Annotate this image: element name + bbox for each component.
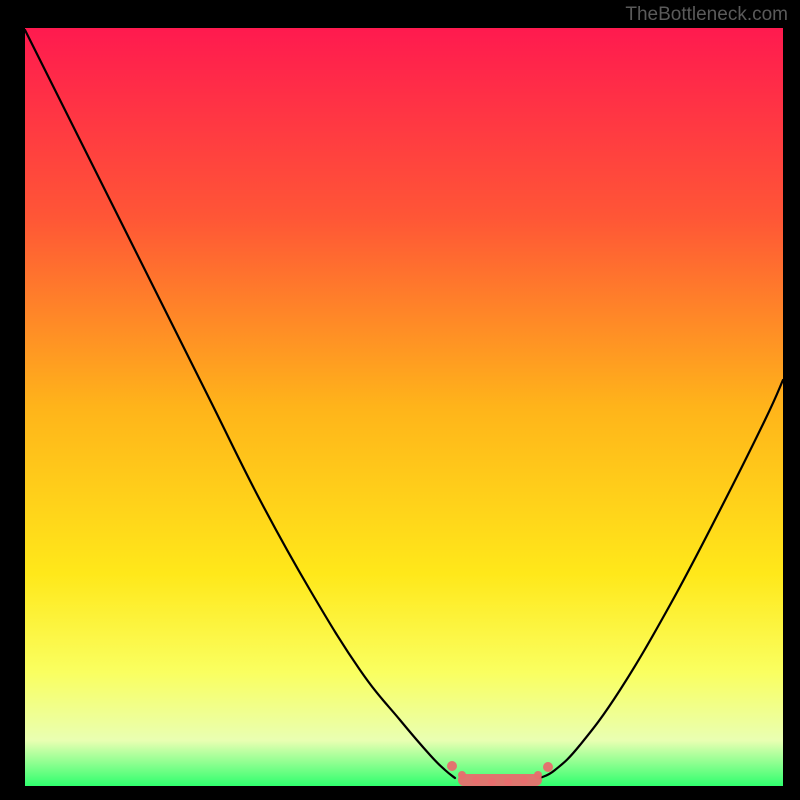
watermark-text: TheBottleneck.com [625,4,788,26]
chart-container: TheBottleneck.com [0,0,800,800]
accent-highlight [0,0,800,800]
